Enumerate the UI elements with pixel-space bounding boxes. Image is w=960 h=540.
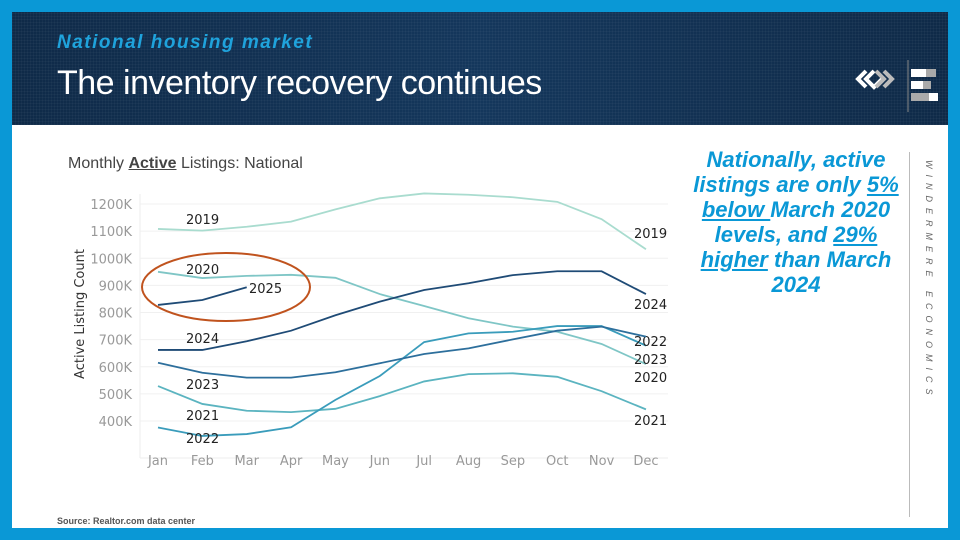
series-label-2023-start: 2023 (186, 378, 219, 393)
line-chart: 400K 500K 600K 700K 800K 900K 1000K 1100K 1200K J… (73, 192, 668, 469)
divider (909, 152, 910, 517)
header-banner: National housing market The inventory re… (12, 12, 948, 125)
series-label-2020-start: 2020 (186, 263, 219, 278)
highlight-ellipse (141, 252, 311, 322)
series-label-2022-end: 2022 (634, 335, 667, 350)
series-label-2020-end: 2020 (634, 371, 667, 386)
callout-line: Nationally, active (706, 147, 886, 172)
series-line-2020 (157, 270, 647, 365)
y-tick-label: 600K (99, 361, 133, 376)
brand-vertical-text: WINDERMERE ECONOMICS (924, 160, 934, 401)
chart-title: Monthly Active Listings: National (68, 155, 303, 173)
callout-line: listings are only (693, 172, 867, 197)
series-line-2023 (157, 325, 647, 379)
series-label-2023-end: 2023 (634, 353, 667, 368)
callout-line: levels, and (714, 222, 834, 247)
series-line-2024 (158, 270, 647, 351)
slide-title: The inventory recovery continues (57, 64, 542, 102)
x-tick-label: Jul (415, 454, 432, 469)
callout-line: 2024 (771, 272, 821, 297)
callout-text: Nationally, active listings are only 5% … (676, 147, 916, 297)
callout-highlight: higher (700, 247, 768, 272)
y-tick-label: 700K (99, 334, 133, 349)
series-line-2019 (157, 192, 647, 251)
y-tick-label: 1100K (90, 225, 132, 240)
series-line-2021 (157, 372, 647, 413)
y-tick-label: 800K (99, 307, 133, 322)
series-label-2019-end: 2019 (634, 227, 667, 242)
y-tick-label: 900K (99, 279, 133, 294)
slide: National housing market The inventory re… (12, 12, 948, 528)
x-tick-label: Apr (280, 454, 303, 469)
x-tick-label: Aug (456, 454, 481, 469)
x-tick-label: Jan (147, 454, 168, 469)
x-tick-label: Mar (234, 454, 259, 469)
y-tick-label: 400K (99, 415, 133, 430)
series-label-2024-start: 2024 (186, 332, 219, 347)
callout-highlight: below (701, 197, 771, 222)
section-kicker: National housing market (57, 32, 314, 53)
x-tick-label: Dec (633, 454, 658, 469)
source-note: Source: Realtor.com data center (57, 516, 196, 526)
x-tick-label: Sep (501, 454, 526, 469)
chart-title-suffix: Listings: National (176, 155, 303, 172)
series-label-2021-end: 2021 (634, 414, 667, 429)
series-label-2024-end: 2024 (634, 298, 667, 313)
y-tick-label: 1000K (90, 252, 132, 267)
chart-title-prefix: Monthly (68, 155, 129, 172)
callout-line: March 2020 (770, 197, 891, 222)
series-label-2019-start: 2019 (186, 213, 219, 228)
callout-line: than March (767, 247, 892, 272)
x-tick-label: Jun (369, 454, 390, 469)
series-line-2025 (157, 286, 247, 306)
y-axis-label: Active Listing Count (73, 249, 88, 379)
series-label-2025-start: 2025 (249, 282, 282, 297)
x-tick-label: May (322, 454, 349, 469)
series-label-2022-start: 2022 (186, 432, 219, 447)
series-label-2021-start: 2021 (186, 409, 219, 424)
y-tick-label: 1200K (90, 198, 132, 213)
x-tick-label: Nov (589, 454, 615, 469)
x-tick-label: Oct (546, 454, 568, 469)
chart-title-emphasis: Active (128, 155, 177, 172)
x-tick-label: Feb (191, 454, 214, 469)
callout-highlight: 29% (833, 222, 878, 247)
y-tick-label: 500K (99, 388, 133, 403)
callout-highlight: 5% (866, 172, 899, 197)
windermere-logo-icon (855, 60, 938, 112)
